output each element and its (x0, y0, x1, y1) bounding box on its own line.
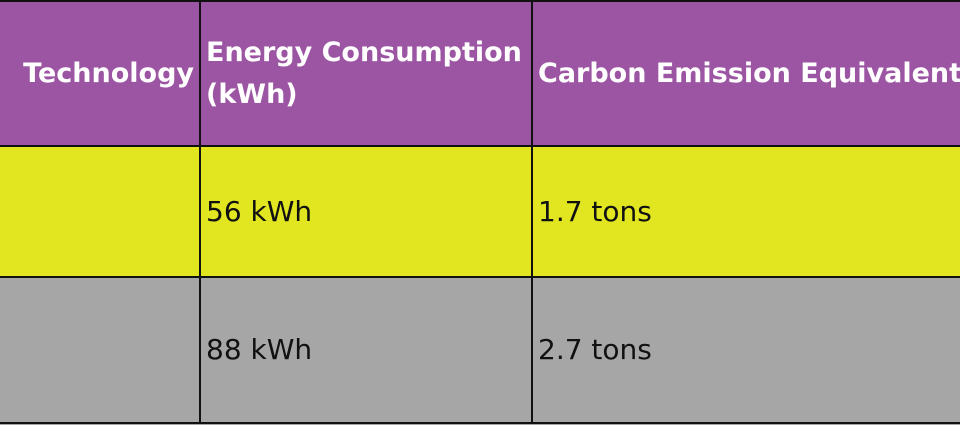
header-carbon-emission: Carbon Emission Equivalent (531, 0, 960, 147)
cell-technology (0, 145, 201, 278)
cell-energy: 88 kWh (199, 276, 533, 424)
table-row: 56 kWh 1.7 tons (0, 145, 960, 278)
table-row: 88 kWh 2.7 tons (0, 276, 960, 424)
header-energy-consumption: Energy Consumption (kWh) (199, 0, 533, 147)
cell-energy: 56 kWh (199, 145, 533, 278)
cell-carbon: 1.7 tons (531, 145, 960, 278)
cell-technology (0, 276, 201, 424)
header-technology: Technology (0, 0, 201, 147)
table-header-row: Technology Energy Consumption (kWh) Carb… (0, 0, 960, 147)
cell-carbon: 2.7 tons (531, 276, 960, 424)
